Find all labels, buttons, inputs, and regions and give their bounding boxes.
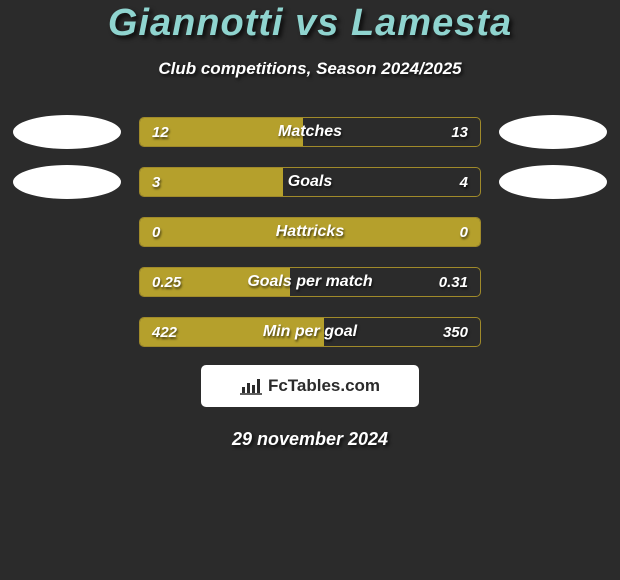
branding-badge: FcTables.com: [201, 365, 419, 407]
stat-row: 12Matches13: [0, 115, 620, 149]
subtitle: Club competitions, Season 2024/2025: [0, 59, 620, 79]
stat-row: 0Hattricks0: [0, 215, 620, 249]
stat-value-right: 0: [460, 218, 468, 246]
stat-label: Hattricks: [140, 218, 480, 246]
team-ellipse-left: [13, 115, 121, 149]
stat-label: Goals per match: [140, 268, 480, 296]
stat-label: Matches: [140, 118, 480, 146]
stat-row: 0.25Goals per match0.31: [0, 265, 620, 299]
brand-text: FcTables.com: [268, 376, 380, 396]
stat-value-right: 13: [451, 118, 468, 146]
stat-label: Goals: [140, 168, 480, 196]
bar-chart-icon: [240, 377, 262, 395]
stat-value-right: 0.31: [439, 268, 468, 296]
stat-bars: 12Matches13 3Goals4 0Hattricks0 0.25Goals p…: [0, 115, 620, 349]
stat-bar: 422Min per goal350: [139, 317, 481, 347]
stat-bar: 0.25Goals per match0.31: [139, 267, 481, 297]
team-ellipse-left: [13, 165, 121, 199]
stat-value-right: 350: [443, 318, 468, 346]
team-ellipse-right: [499, 115, 607, 149]
stat-label: Min per goal: [140, 318, 480, 346]
date-text: 29 november 2024: [0, 429, 620, 450]
stat-bar: 3Goals4: [139, 167, 481, 197]
page-title: Giannotti vs Lamesta: [0, 2, 620, 45]
comparison-infographic: Giannotti vs Lamesta Club competitions, …: [0, 0, 620, 450]
stat-value-right: 4: [460, 168, 468, 196]
stat-bar: 0Hattricks0: [139, 217, 481, 247]
stat-bar: 12Matches13: [139, 117, 481, 147]
stat-row: 3Goals4: [0, 165, 620, 199]
team-ellipse-right: [499, 165, 607, 199]
stat-row: 422Min per goal350: [0, 315, 620, 349]
